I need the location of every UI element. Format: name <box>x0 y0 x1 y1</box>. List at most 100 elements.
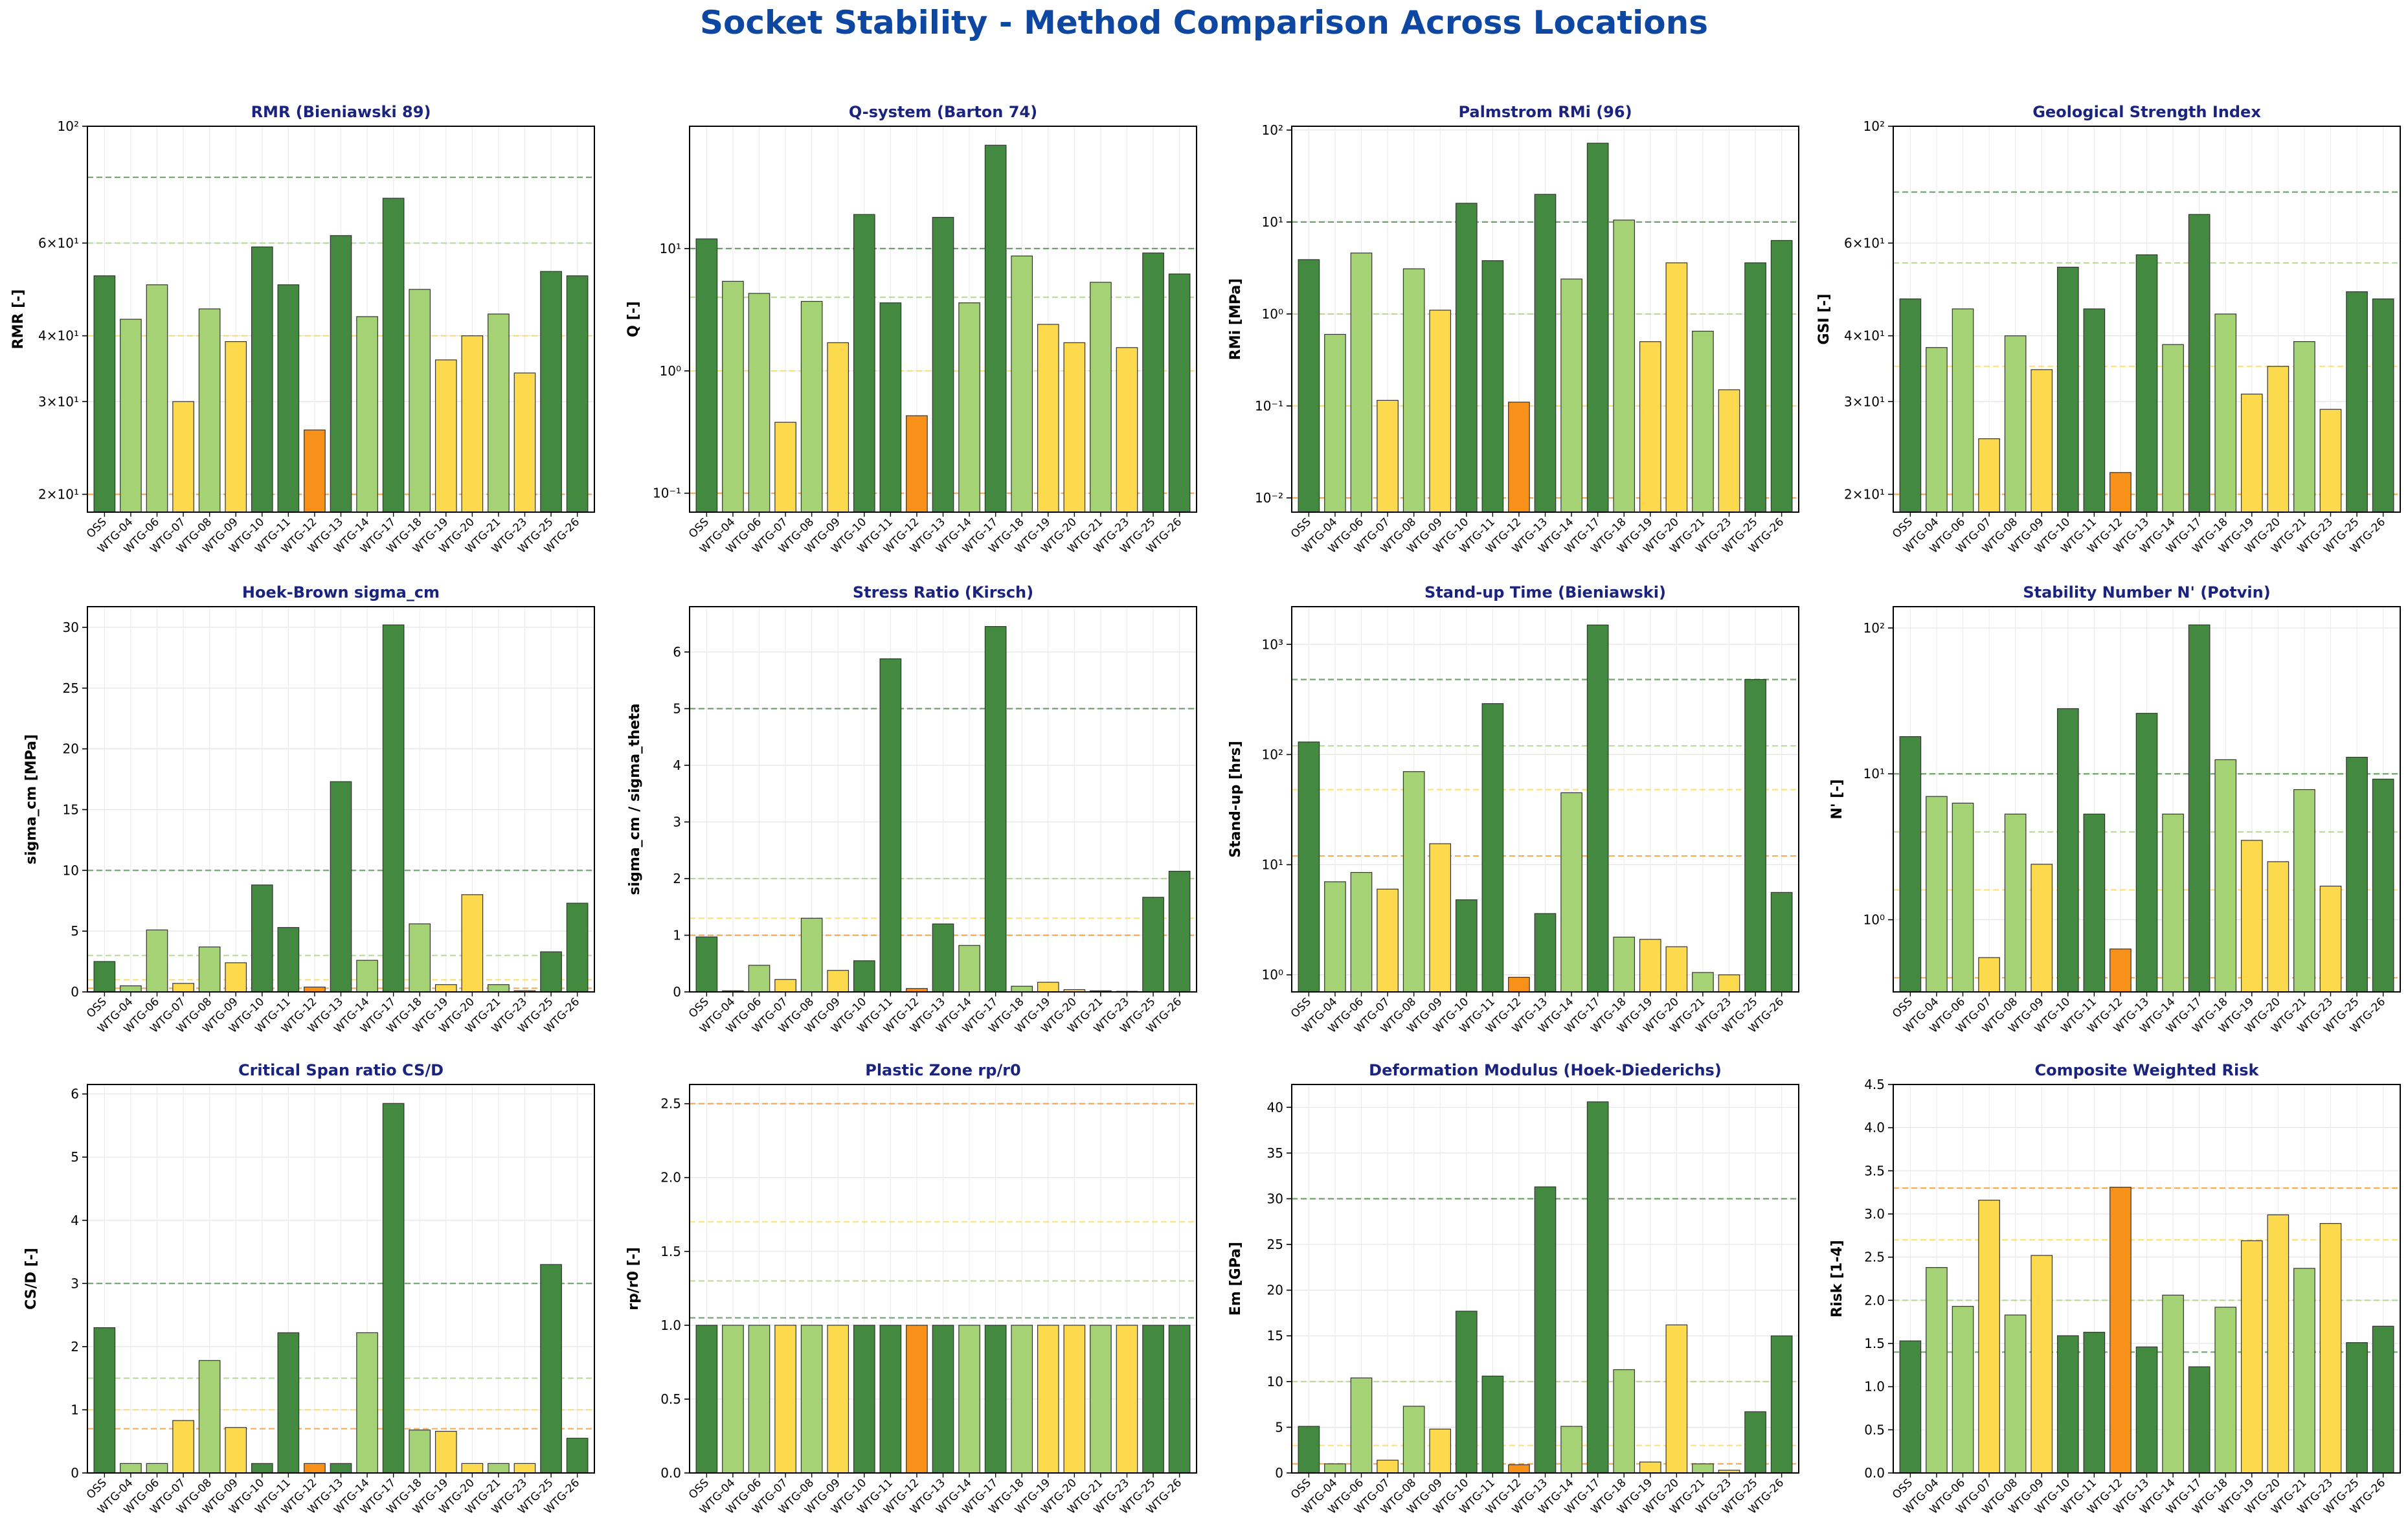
bar-wtg-07 <box>774 1325 796 1474</box>
bar-wtg-10 <box>251 884 273 993</box>
bar-wtg-26 <box>1168 273 1191 513</box>
bar-wtg-12 <box>304 986 326 993</box>
bar-wtg-04 <box>722 280 744 513</box>
bar-wtg-20 <box>2267 366 2290 513</box>
y-tick-label: 0 <box>71 984 79 1000</box>
bar-wtg-18 <box>2214 759 2237 993</box>
bar-wtg-11 <box>277 1332 300 1474</box>
bar-wtg-14 <box>2162 1294 2184 1474</box>
bar-wtg-09 <box>827 970 850 993</box>
bar-wtg-14 <box>1560 1426 1582 1474</box>
bar-wtg-10 <box>853 1325 875 1474</box>
bar-wtg-10 <box>2056 267 2079 513</box>
bar-wtg-21 <box>488 984 510 993</box>
bar-wtg-12 <box>2110 1187 2132 1474</box>
bar-wtg-09 <box>225 962 247 993</box>
bar-oss <box>695 1325 718 1474</box>
bar-wtg-11 <box>2083 308 2106 513</box>
bar-wtg-18 <box>1011 985 1033 993</box>
y-tick-label: 5 <box>71 923 79 939</box>
bar-wtg-18 <box>1613 936 1636 993</box>
bar-wtg-04 <box>1324 1463 1346 1474</box>
figure-title: Socket Stability - Method Comparison Acr… <box>700 4 1708 41</box>
y-axis-label: Risk [1-4] <box>1829 1240 1845 1318</box>
bar-wtg-20 <box>461 1463 484 1474</box>
bar-wtg-06 <box>1350 871 1373 993</box>
bar-wtg-17 <box>984 144 1007 513</box>
y-tick-label: 2 <box>71 1339 79 1354</box>
y-tick-label: 20 <box>1267 1283 1283 1298</box>
bar-wtg-21 <box>2293 341 2315 513</box>
bar-wtg-26 <box>1770 892 1793 993</box>
bar-wtg-08 <box>1402 771 1425 993</box>
bar-wtg-25 <box>2346 1342 2368 1474</box>
bar-wtg-11 <box>277 284 300 513</box>
bar-wtg-13 <box>932 923 954 993</box>
y-tick-label: 1.0 <box>1864 1379 1885 1395</box>
bar-wtg-12 <box>906 1325 928 1474</box>
bar-wtg-09 <box>2031 369 2053 513</box>
panel-title: Deformation Modulus (Hoek-Diederichs) <box>1369 1061 1722 1079</box>
bar-wtg-10 <box>251 246 273 513</box>
bar-wtg-26 <box>1770 240 1793 513</box>
y-tick-label: 4 <box>673 758 681 773</box>
bar-wtg-18 <box>1613 1369 1636 1474</box>
bar-wtg-11 <box>2083 813 2106 993</box>
y-tick-label: 5 <box>1275 1419 1283 1435</box>
bar-wtg-14 <box>1560 278 1582 513</box>
bar-wtg-09 <box>827 342 850 513</box>
y-tick-label: 2×10¹ <box>38 486 79 502</box>
y-tick-label: 6×10¹ <box>1844 235 1885 251</box>
bar-wtg-12 <box>304 1463 326 1474</box>
y-tick-label: 10² <box>1262 747 1283 762</box>
bar-wtg-08 <box>2004 1314 2027 1474</box>
bar-wtg-13 <box>330 1463 352 1474</box>
bar-wtg-07 <box>172 983 194 993</box>
y-axis-label: RMi [MPa] <box>1228 278 1244 360</box>
y-tick-label: 25 <box>63 680 79 696</box>
bar-wtg-19 <box>1639 939 1661 993</box>
bar-wtg-04 <box>120 985 142 993</box>
bar-wtg-25 <box>1744 262 1766 513</box>
bar-wtg-06 <box>1952 1306 1974 1474</box>
y-tick-label: 0.5 <box>1864 1422 1885 1437</box>
bar-wtg-20 <box>1665 946 1688 993</box>
bar-wtg-26 <box>566 903 589 993</box>
panel-title: Geological Strength Index <box>2032 103 2261 121</box>
y-tick-label: 10 <box>1267 1374 1283 1389</box>
bar-wtg-07 <box>1978 1200 2000 1474</box>
y-tick-label: 10¹ <box>1262 214 1283 230</box>
panel-1: 2×10¹3×10¹4×10¹6×10¹10²OSSWTG-04WTG-06WT… <box>10 103 595 556</box>
bar-wtg-04 <box>1324 881 1346 993</box>
bar-wtg-26 <box>2372 298 2394 513</box>
y-tick-label: 0.5 <box>660 1391 681 1407</box>
y-tick-label: 10 <box>63 862 79 878</box>
y-tick-label: 10⁻¹ <box>1255 398 1283 414</box>
y-tick-label: 10¹ <box>1863 766 1885 781</box>
y-tick-label: 1 <box>673 928 681 943</box>
bar-wtg-21 <box>1692 972 1714 993</box>
panel-title: Stand-up Time (Bieniawski) <box>1424 583 1666 601</box>
bar-wtg-08 <box>2004 813 2027 993</box>
bar-wtg-20 <box>1665 262 1688 513</box>
bar-wtg-11 <box>879 1325 902 1474</box>
bar-wtg-19 <box>1639 1461 1661 1474</box>
bar-wtg-06 <box>146 1463 168 1474</box>
bar-wtg-14 <box>958 302 980 513</box>
panel-11: 0510152025303540OSSWTG-04WTG-06WTG-07WTG… <box>1228 1061 1799 1517</box>
bar-wtg-10 <box>1455 1310 1478 1474</box>
bar-wtg-10 <box>853 214 875 513</box>
y-tick-label: 0.0 <box>660 1465 681 1481</box>
bar-wtg-18 <box>1613 219 1636 513</box>
y-tick-label: 1.5 <box>1864 1336 1885 1351</box>
bar-wtg-10 <box>2056 708 2079 993</box>
bar-wtg-23 <box>1116 1325 1138 1474</box>
bar-wtg-23 <box>1718 974 1740 993</box>
bar-wtg-25 <box>540 271 562 513</box>
bar-wtg-19 <box>434 359 457 513</box>
y-tick-label: 15 <box>63 802 79 817</box>
bar-wtg-11 <box>879 302 902 513</box>
y-tick-label: 35 <box>1267 1145 1283 1161</box>
bar-wtg-07 <box>1978 957 2000 993</box>
